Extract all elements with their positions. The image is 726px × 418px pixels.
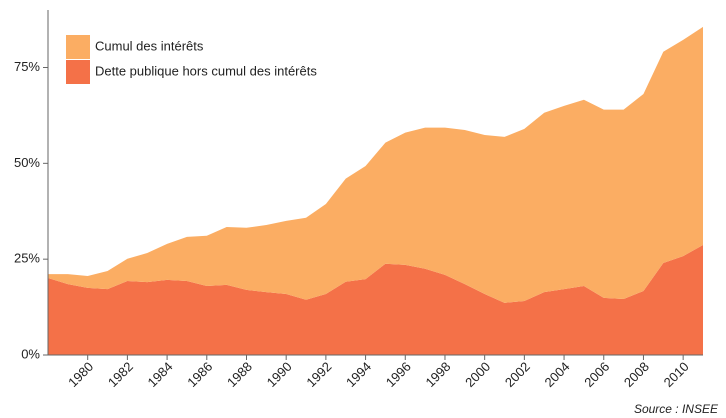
x-tick-label: 1980 — [65, 359, 96, 390]
x-tick-label: 2004 — [542, 359, 573, 390]
legend-label: Cumul des intérêts — [95, 38, 204, 53]
x-tick-label: 2010 — [661, 359, 692, 390]
x-tick-label: 1990 — [264, 359, 295, 390]
x-tick-label: 1998 — [422, 359, 453, 390]
x-tick-label: 1996 — [383, 359, 414, 390]
legend-label: Dette publique hors cumul des intérêts — [95, 63, 317, 78]
legend-swatch — [66, 60, 90, 84]
y-tick-label: 0% — [21, 346, 40, 361]
legend-swatch — [66, 35, 90, 59]
x-tick-label: 2008 — [621, 359, 652, 390]
x-tick-label: 1992 — [303, 359, 334, 390]
x-tick-label: 1982 — [105, 359, 136, 390]
x-tick-label: 1984 — [145, 359, 176, 390]
x-tick-label: 1994 — [343, 359, 374, 390]
area — [48, 244, 703, 355]
source: Source : INSEE — [634, 402, 719, 416]
y-tick-label: 25% — [14, 251, 40, 266]
x-tick-label: 2000 — [462, 359, 493, 390]
x-tick-label: 2002 — [502, 359, 533, 390]
y-tick-label: 75% — [14, 59, 40, 74]
y-tick-label: 50% — [14, 155, 40, 170]
x-tick-label: 1986 — [184, 359, 215, 390]
x-tick-label: 1988 — [224, 359, 255, 390]
area — [48, 26, 703, 303]
x-tick-label: 2006 — [581, 359, 612, 390]
